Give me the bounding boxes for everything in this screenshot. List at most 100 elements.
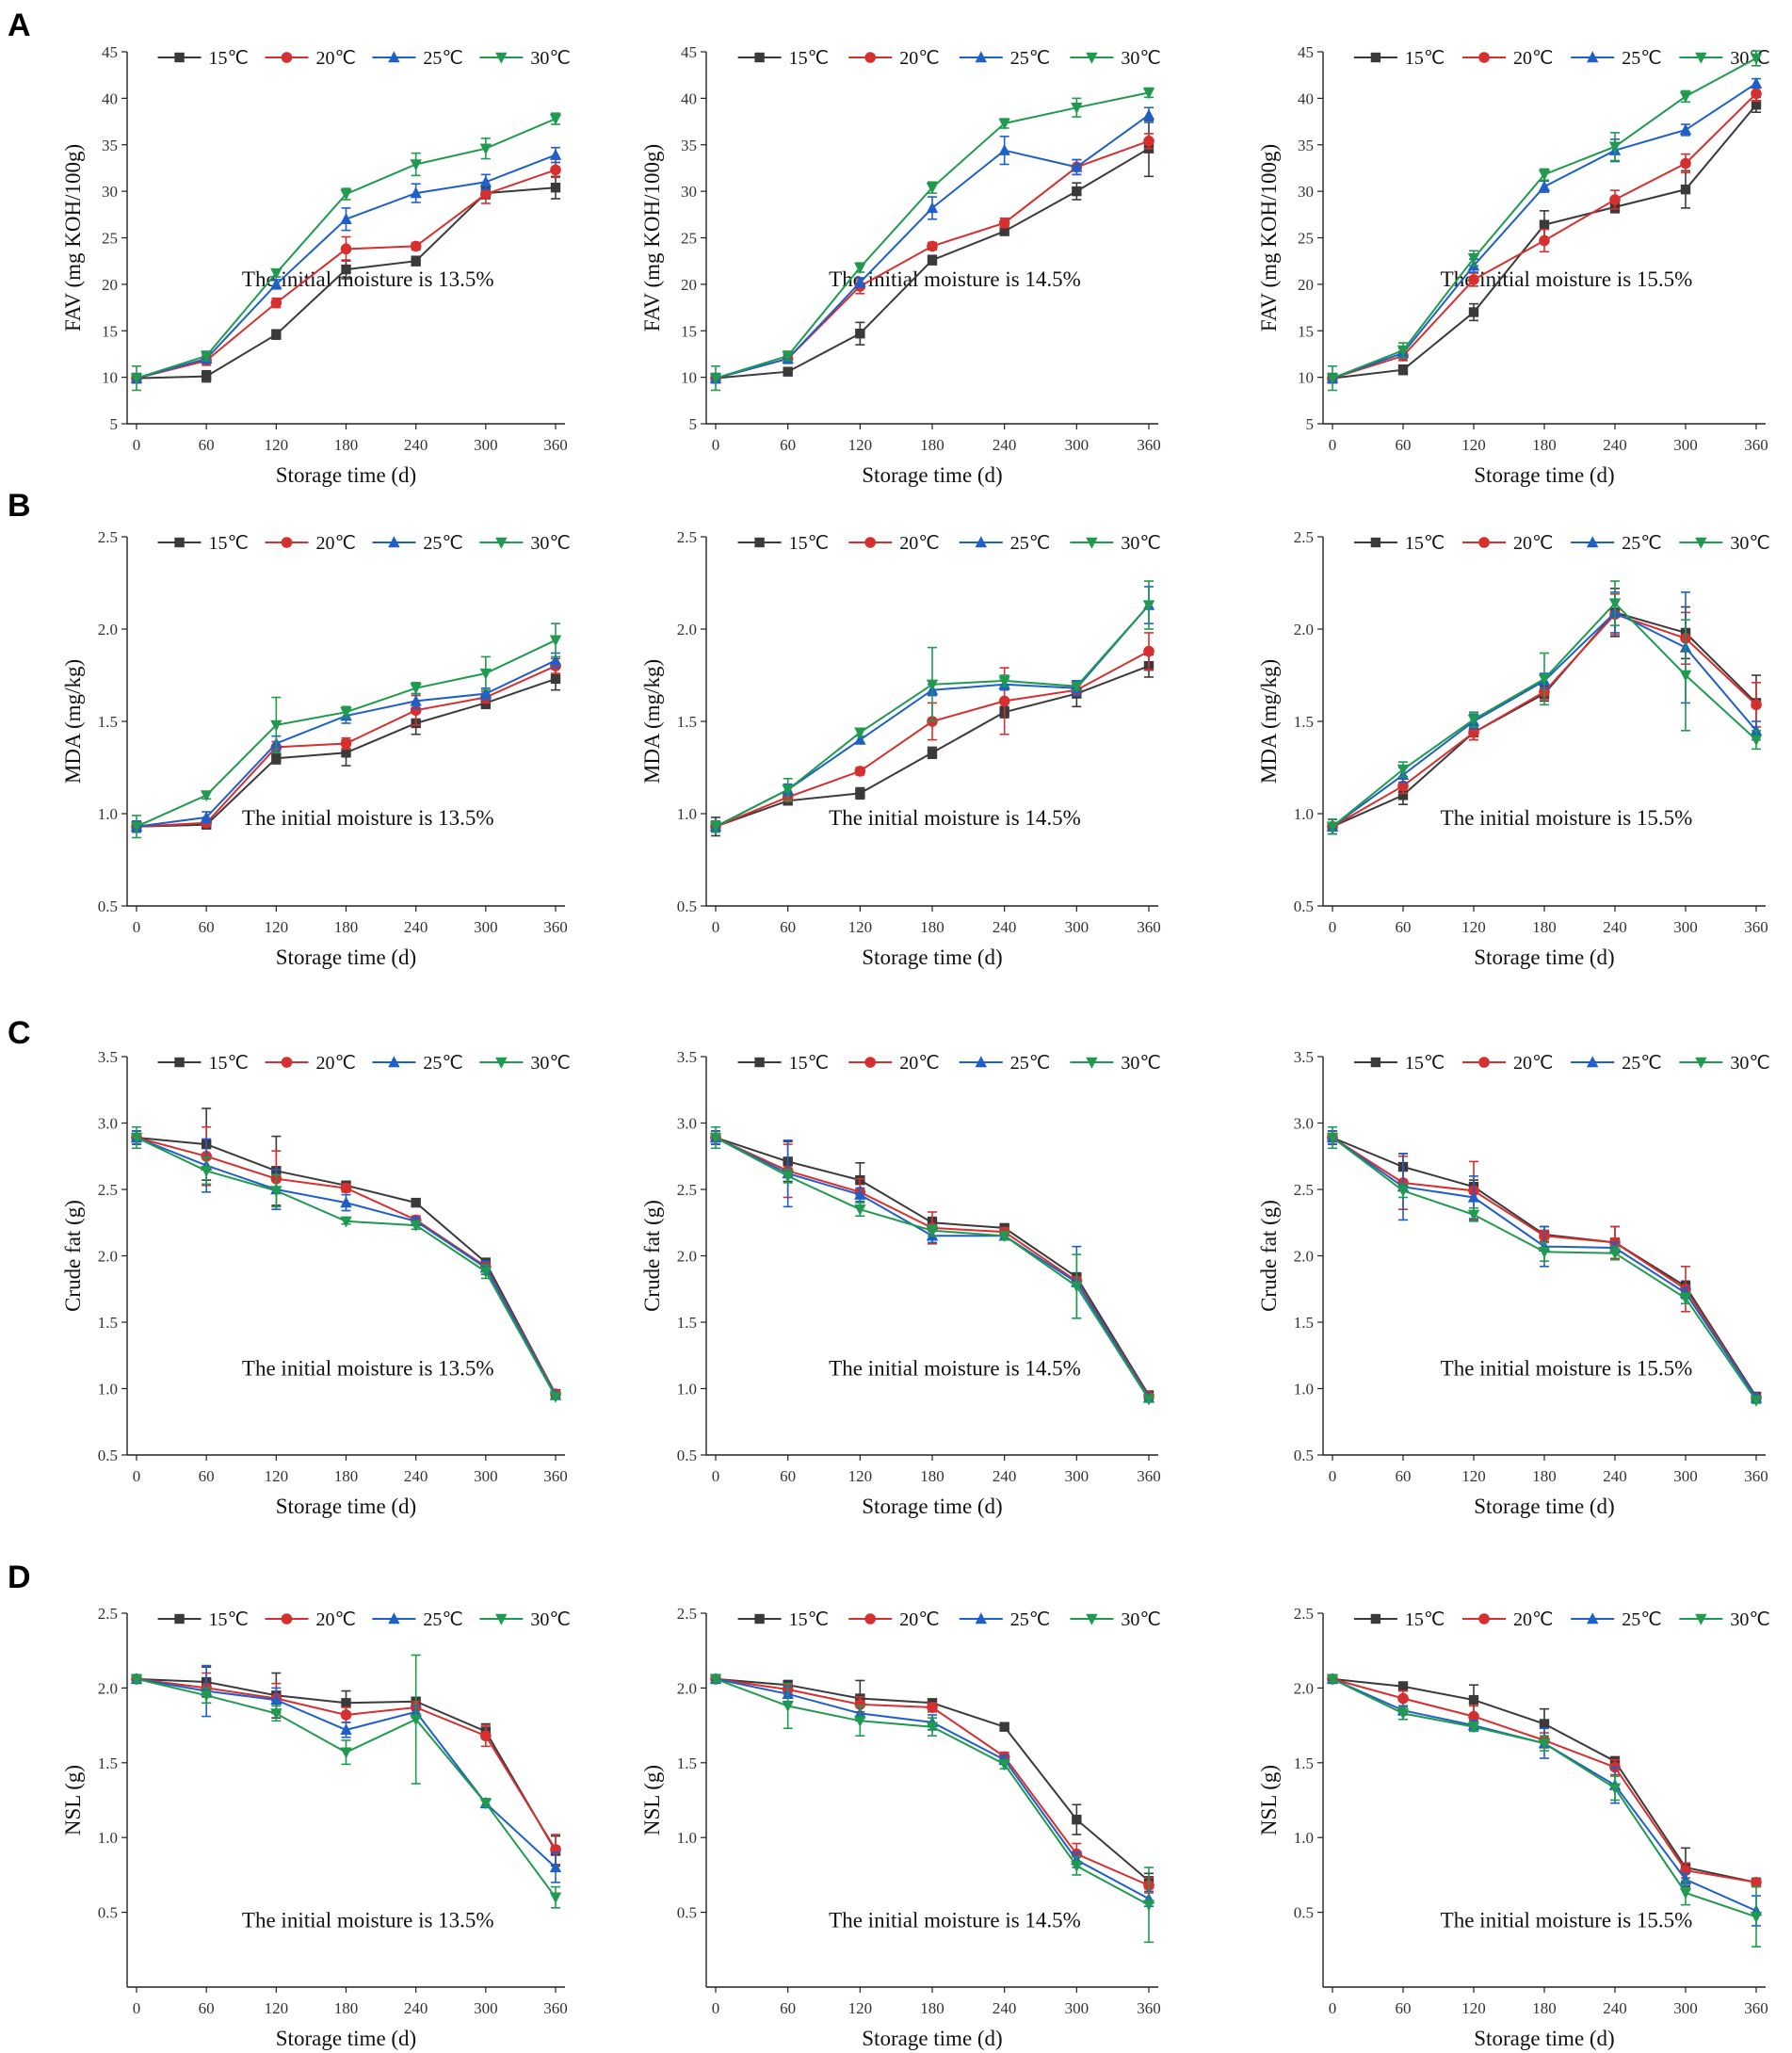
- x-tick-label: 0: [1329, 918, 1337, 936]
- data-point: [549, 1391, 562, 1403]
- y-axis-title: NSL (g): [640, 1765, 664, 1835]
- data-point: [1142, 108, 1155, 121]
- legend-marker: [1587, 51, 1599, 63]
- y-tick-label: 45: [1298, 43, 1314, 61]
- data-point: [1468, 274, 1479, 285]
- data-point: [854, 1188, 866, 1200]
- legend-label: 30℃: [530, 1053, 570, 1074]
- x-tick-label: 360: [1137, 1999, 1161, 2017]
- data-point: [1396, 1708, 1410, 1721]
- y-tick-label: 20: [102, 276, 118, 294]
- legend-item-1: 15℃: [157, 533, 249, 554]
- legend-item-3: 25℃: [372, 533, 463, 554]
- x-tick-label: 180: [920, 1999, 944, 2017]
- chart-d-3: 0.5 1.0 1.5 2.0 2.5 0 60 120 180 240 300 360 Storage…: [1257, 1605, 1770, 2050]
- data-point: [709, 1673, 722, 1686]
- data-point: [1071, 1861, 1083, 1873]
- legend-marker: [864, 537, 876, 548]
- annotation-text: The initial moisture is 15.5%: [1441, 1908, 1693, 1932]
- data-point: [480, 188, 492, 200]
- legend-label: 15℃: [209, 533, 249, 554]
- data-point: [1750, 76, 1763, 89]
- data-point: [341, 264, 351, 275]
- legend-label: 30℃: [1121, 533, 1160, 554]
- y-axis-title: NSL (g): [1257, 1765, 1281, 1835]
- y-tick-label: 2.5: [677, 1181, 697, 1199]
- y-tick-label: 1.5: [1294, 1314, 1314, 1332]
- series-30c: [709, 87, 1155, 392]
- data-point: [270, 719, 283, 732]
- data-point: [1468, 726, 1479, 738]
- data-point: [999, 1722, 1009, 1732]
- legend-item-2: 20℃: [265, 1609, 356, 1630]
- legend-marker: [754, 1613, 765, 1625]
- annotation-text: The initial moisture is 13.5%: [242, 1356, 494, 1380]
- x-tick-label: 0: [133, 1999, 141, 2017]
- x-tick-label: 60: [199, 1467, 215, 1485]
- legend-item-3: 25℃: [1571, 1609, 1662, 1630]
- series-30c: [130, 112, 562, 392]
- data-point: [1539, 1719, 1550, 1729]
- y-axis-title: FAV (mg KOH/100g): [61, 144, 85, 331]
- x-tick-label: 120: [848, 1467, 873, 1485]
- legend-item-3: 25℃: [1571, 533, 1662, 554]
- legend-label: 25℃: [1010, 48, 1050, 69]
- y-tick-label: 1.5: [677, 1314, 697, 1332]
- data-point: [1397, 364, 1409, 375]
- x-tick-label: 300: [474, 918, 498, 936]
- data-point: [1679, 670, 1692, 682]
- data-point: [410, 159, 422, 171]
- x-tick-label: 60: [1396, 1467, 1412, 1485]
- x-tick-label: 0: [712, 1999, 720, 2017]
- legend-item-2: 20℃: [265, 1053, 356, 1074]
- x-tick-label: 180: [334, 918, 359, 936]
- legend-marker: [975, 51, 987, 63]
- y-tick-label: 2.5: [677, 1605, 697, 1623]
- legend-item-3: 25℃: [372, 48, 463, 69]
- series-line: [715, 91, 1150, 380]
- x-tick-label: 120: [848, 436, 873, 454]
- data-point: [340, 1747, 352, 1759]
- data-point: [270, 1708, 283, 1721]
- legend-label: 20℃: [315, 533, 355, 554]
- legend-label: 15℃: [1405, 533, 1445, 554]
- x-tick-label: 360: [543, 918, 568, 936]
- y-tick-label: 2.5: [98, 1181, 118, 1199]
- data-point: [1608, 1248, 1622, 1260]
- data-point: [926, 1722, 939, 1734]
- y-tick-label: 2.0: [677, 1248, 697, 1266]
- data-point: [1467, 1722, 1480, 1734]
- data-point: [340, 243, 352, 255]
- series-line: [715, 1677, 1150, 1906]
- legend-item-1: 15℃: [737, 1609, 829, 1630]
- annotation-text: The initial moisture is 15.5%: [1441, 1356, 1693, 1380]
- y-tick-label: 2.5: [1294, 1605, 1314, 1623]
- data-point: [550, 182, 561, 193]
- data-point: [1679, 1293, 1692, 1305]
- y-tick-label: 0.5: [677, 897, 697, 915]
- legend-item-4: 30℃: [479, 1609, 571, 1630]
- data-point: [927, 240, 938, 252]
- x-tick-label: 180: [920, 918, 944, 936]
- x-tick-label: 360: [1744, 436, 1768, 454]
- x-tick-label: 300: [1065, 1999, 1090, 2017]
- data-point: [549, 635, 562, 647]
- data-point: [1467, 253, 1480, 265]
- y-tick-label: 40: [681, 89, 697, 107]
- data-point: [1538, 1738, 1551, 1750]
- data-point: [271, 330, 282, 340]
- data-point: [998, 1759, 1010, 1771]
- y-tick-label: 1.0: [677, 1381, 697, 1398]
- x-tick-label: 360: [543, 436, 568, 454]
- data-point: [709, 1132, 722, 1144]
- data-point: [1679, 123, 1692, 136]
- annotation-text: The initial moisture is 13.5%: [242, 806, 494, 830]
- x-tick-label: 0: [712, 1467, 720, 1485]
- y-tick-label: 20: [681, 276, 697, 294]
- data-point: [1679, 1887, 1692, 1899]
- data-point: [410, 186, 422, 199]
- x-tick-label: 60: [1396, 918, 1412, 936]
- data-point: [549, 113, 562, 125]
- panel-label-c: C: [8, 1015, 31, 1051]
- annotation-text: The initial moisture is 13.5%: [242, 267, 494, 291]
